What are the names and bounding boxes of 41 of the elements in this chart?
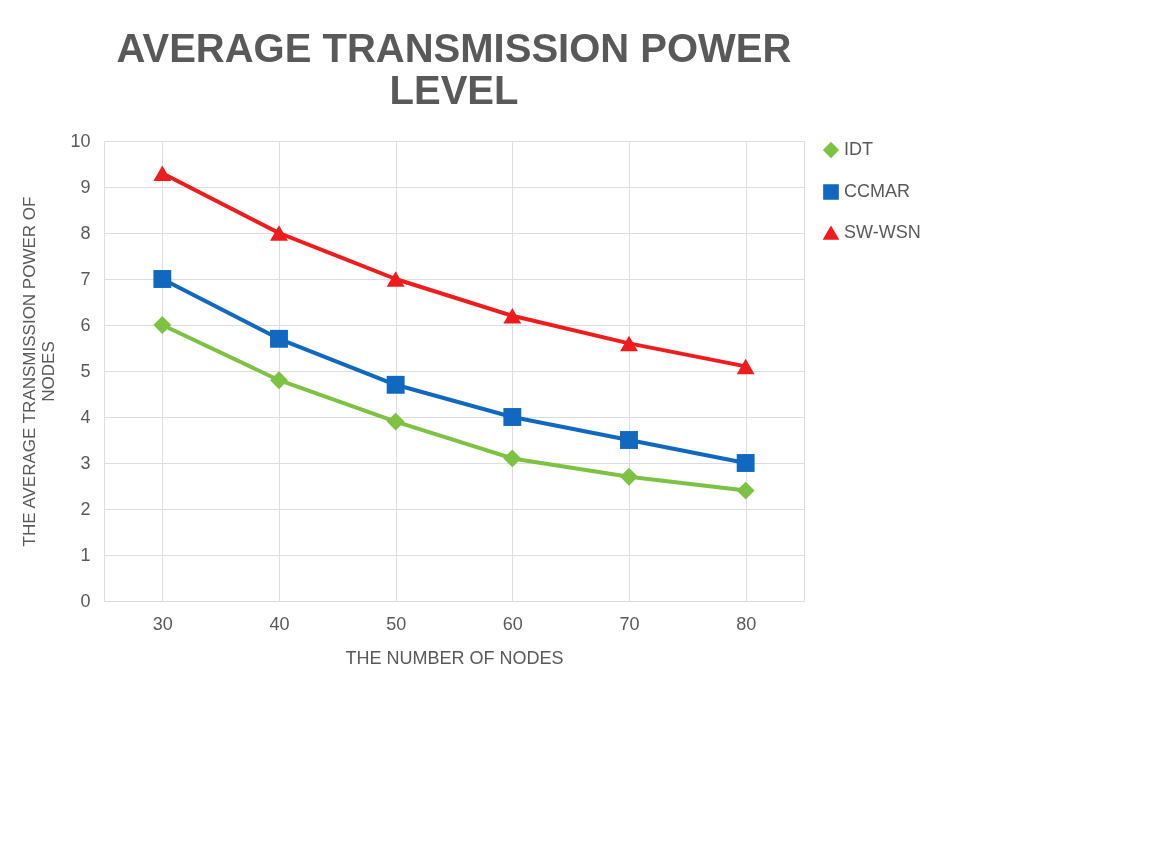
x-tick-label: 60 — [502, 613, 523, 634]
point — [270, 371, 288, 390]
legend-label: IDT — [844, 139, 873, 159]
point — [153, 270, 172, 288]
x-tick-label: 70 — [619, 613, 640, 634]
point — [386, 271, 405, 287]
y-tick-label: 10 — [70, 130, 91, 151]
point — [620, 335, 638, 352]
x-tick-label: 40 — [269, 613, 290, 634]
point — [620, 467, 638, 486]
y-tick-label: 7 — [80, 268, 91, 289]
point — [386, 412, 405, 431]
point — [153, 165, 172, 181]
y-tick-label: 6 — [80, 314, 91, 335]
y-tick-label: 1 — [80, 544, 91, 565]
point — [386, 375, 405, 394]
point — [736, 481, 755, 500]
point — [503, 308, 522, 324]
point — [503, 408, 522, 426]
y-tick-label: 3 — [80, 452, 91, 473]
legend-label: CCMAR — [844, 181, 910, 201]
point — [270, 225, 288, 241]
x-tick-label: 80 — [736, 613, 757, 634]
point — [270, 329, 288, 348]
y-tick-label: 9 — [80, 176, 91, 197]
x-axis-title: THE NUMBER OF NODES — [345, 647, 564, 668]
y-tick-label: 2 — [80, 498, 91, 519]
chart-title: AVERAGE TRANSMISSION POWER LEVEL — [116, 26, 792, 112]
point — [736, 454, 755, 472]
point — [503, 449, 522, 468]
y-axis-title: THE AVERAGE TRANSMISSION POWER OF NODES — [20, 196, 59, 547]
point — [153, 316, 172, 334]
y-tick-label: 8 — [80, 222, 91, 243]
y-tick-label: 0 — [80, 590, 91, 611]
y-tick-label: 5 — [80, 360, 91, 381]
legend-label: SW-WSN — [844, 222, 921, 242]
x-tick-label: 50 — [386, 613, 407, 634]
x-tick-label: 30 — [152, 613, 173, 634]
y-tick-label: 4 — [80, 406, 91, 427]
point — [620, 431, 638, 449]
point — [736, 358, 755, 375]
